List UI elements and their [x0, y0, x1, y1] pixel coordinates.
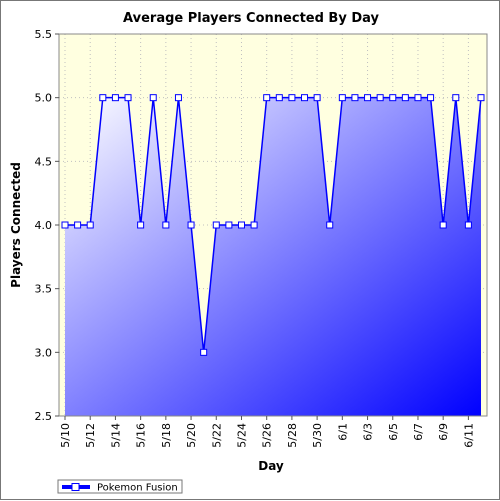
- y-axis-label: Players Connected: [9, 162, 23, 288]
- data-point: [376, 94, 384, 102]
- y-tick-label: 3.0: [35, 346, 53, 359]
- data-point: [326, 221, 334, 229]
- data-point: [225, 221, 233, 229]
- data-point: [137, 221, 145, 229]
- data-point: [301, 94, 309, 102]
- y-tick-label: 5.5: [35, 28, 53, 41]
- legend: Pokemon Fusion: [57, 479, 183, 494]
- legend-swatch-marker: [71, 483, 80, 491]
- y-tick-label: 5.0: [35, 92, 53, 105]
- series-points: [61, 94, 485, 356]
- data-point: [439, 221, 447, 229]
- x-tick-label: 6/3: [362, 423, 375, 441]
- data-point: [237, 221, 245, 229]
- series-area-fill: [65, 97, 481, 417]
- data-point: [351, 94, 359, 102]
- legend-box: [57, 479, 183, 494]
- x-tick-label: 6/7: [412, 423, 425, 441]
- data-point: [452, 94, 460, 102]
- x-tick-label: 5/22: [210, 423, 223, 448]
- chart-title: Average Players Connected By Day: [123, 11, 379, 26]
- x-tick-label: 6/9: [437, 423, 450, 441]
- x-tick-label: 6/11: [462, 423, 475, 448]
- x-axis-label: Day: [258, 459, 284, 473]
- data-point: [200, 348, 208, 356]
- data-point: [162, 221, 170, 229]
- data-point: [74, 221, 82, 229]
- data-point: [124, 94, 132, 102]
- data-point: [414, 94, 422, 102]
- data-point: [427, 94, 435, 102]
- data-point: [61, 221, 69, 229]
- x-tick-label: 5/12: [84, 423, 97, 448]
- data-point: [149, 94, 157, 102]
- data-point: [275, 94, 283, 102]
- legend-label: Pokemon Fusion: [97, 483, 178, 494]
- y-tick-label: 4.0: [35, 219, 53, 232]
- data-point: [389, 94, 397, 102]
- x-tick-label: 5/30: [311, 423, 324, 448]
- x-tick-label: 5/20: [185, 423, 198, 448]
- x-tick-label: 6/5: [387, 423, 400, 441]
- data-point: [263, 94, 271, 102]
- data-point: [212, 221, 220, 229]
- x-tick-label: 5/28: [286, 423, 299, 448]
- data-point: [313, 94, 321, 102]
- x-tick-label: 5/18: [160, 423, 173, 448]
- data-point: [464, 221, 472, 229]
- x-tick-label: 6/1: [336, 423, 349, 441]
- x-tick-label: 5/16: [135, 423, 148, 448]
- x-tick-label: 5/26: [261, 423, 274, 448]
- data-point: [250, 221, 258, 229]
- data-point: [111, 94, 119, 102]
- series-line: [65, 96, 482, 353]
- y-axis-ticks: 2.5 3.0 3.5 4.0 4.5 5.0 5.5: [35, 28, 59, 423]
- data-point: [99, 94, 107, 102]
- x-axis-ticks: 5/10 5/12 5/14 5/16 5/18 5/20 5/22 5/24 5/26 5/28…: [59, 416, 475, 448]
- data-point: [401, 94, 409, 102]
- y-tick-label: 2.5: [35, 410, 53, 423]
- x-tick-label: 5/14: [109, 423, 122, 448]
- data-point: [338, 94, 346, 102]
- data-point: [187, 221, 195, 229]
- data-point: [288, 94, 296, 102]
- y-tick-label: 4.5: [35, 155, 53, 168]
- data-point: [364, 94, 372, 102]
- x-tick-label: 5/24: [235, 423, 248, 448]
- data-point: [174, 94, 182, 102]
- y-tick-label: 3.5: [35, 283, 53, 296]
- data-point: [86, 221, 94, 229]
- x-tick-label: 5/10: [59, 423, 72, 448]
- data-point: [477, 94, 485, 102]
